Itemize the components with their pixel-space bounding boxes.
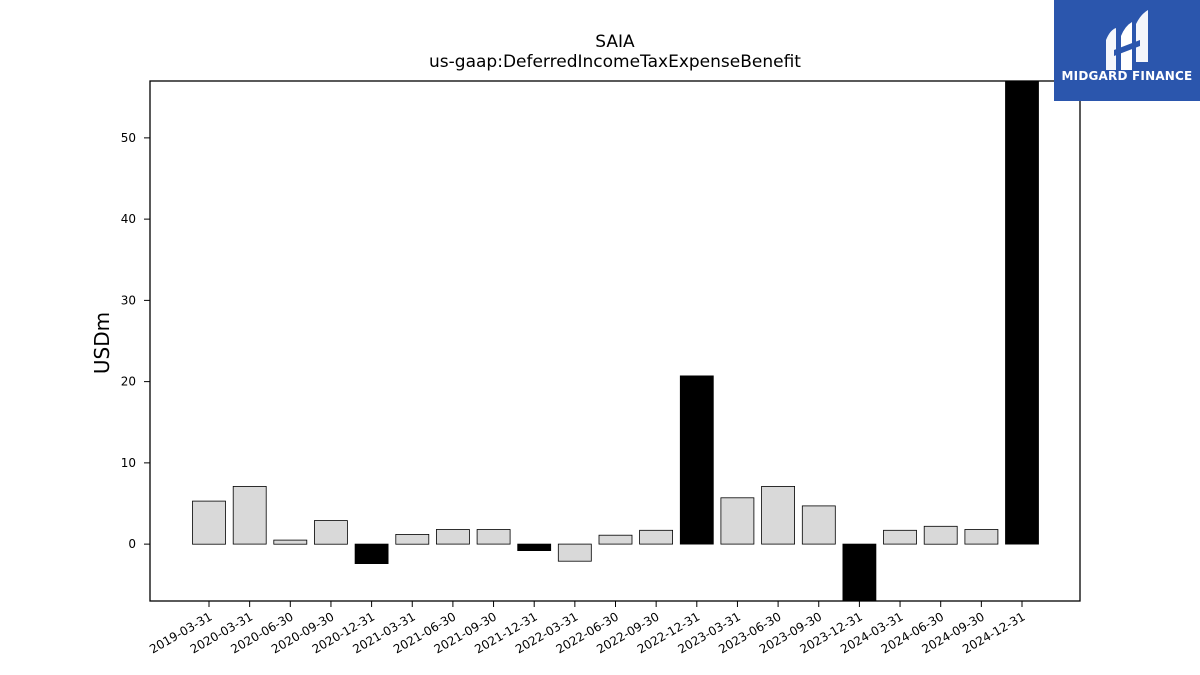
midgard-finance-logo: MIDGARD FINANCE bbox=[1054, 0, 1200, 101]
bar-2024-06-30 bbox=[923, 525, 958, 545]
bar-2024-12-31 bbox=[1005, 80, 1039, 545]
chart-subtitle: us-gaap:DeferredIncomeTaxExpenseBenefit bbox=[429, 52, 801, 72]
bar-2024-09-30 bbox=[964, 529, 999, 545]
bar-2020-12-31 bbox=[354, 543, 389, 564]
bar-2022-09-30 bbox=[639, 529, 673, 545]
bar-2022-03-31 bbox=[557, 543, 592, 562]
bar-2022-12-31 bbox=[679, 375, 714, 545]
logo-mark-icon bbox=[1106, 10, 1148, 70]
bar-2023-09-30 bbox=[801, 505, 836, 545]
bar-2021-06-30 bbox=[435, 529, 470, 545]
y-axis: 0 10 20 30 40 50 bbox=[121, 131, 150, 551]
bar-2020-06-30 bbox=[273, 539, 308, 545]
bar-2023-06-30 bbox=[761, 485, 795, 545]
y-tick-label: 40 bbox=[121, 212, 136, 226]
bar-2023-03-31 bbox=[720, 497, 755, 545]
bar-2019-03-31 bbox=[192, 500, 226, 545]
y-tick-label: 30 bbox=[121, 293, 136, 307]
x-axis: 2019-03-312020-03-312020-06-302020-09-30… bbox=[147, 601, 1028, 656]
bars-group bbox=[192, 80, 1039, 602]
logo-text: MIDGARD FINANCE bbox=[1061, 69, 1193, 83]
bar-2023-12-31 bbox=[842, 543, 877, 602]
bar-2024-03-31 bbox=[883, 529, 917, 545]
y-tick-label: 0 bbox=[128, 537, 136, 551]
y-tick-label: 10 bbox=[121, 456, 136, 470]
bar-2022-06-30 bbox=[598, 534, 633, 545]
y-axis-label: USDm bbox=[90, 311, 114, 375]
bar-2020-03-31 bbox=[232, 485, 267, 545]
bar-2021-03-31 bbox=[395, 534, 430, 545]
y-tick-label: 50 bbox=[121, 131, 136, 145]
bar-2021-09-30 bbox=[476, 529, 511, 545]
plot-frame bbox=[149, 80, 1081, 602]
y-tick-label: 20 bbox=[121, 375, 136, 389]
bar-2020-09-30 bbox=[313, 520, 348, 545]
chart-title: SAIA bbox=[595, 32, 635, 52]
bar-2021-12-31 bbox=[517, 543, 552, 551]
